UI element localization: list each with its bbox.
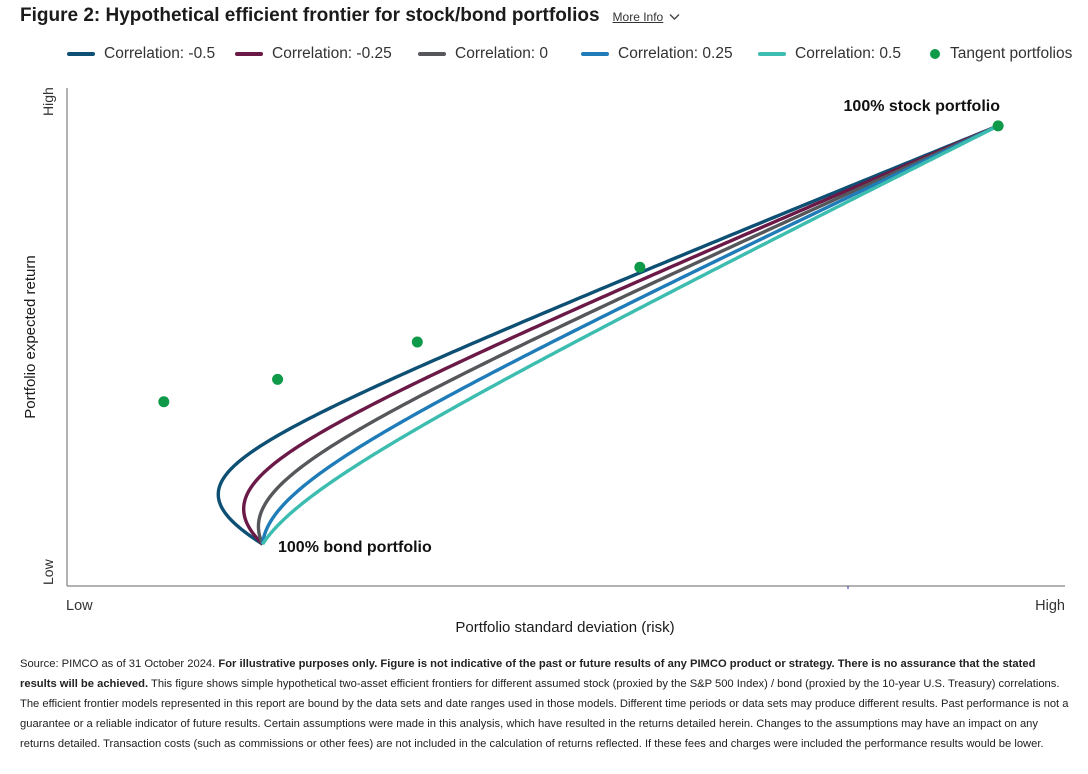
legend-swatch — [235, 52, 263, 56]
figure-header: Figure 2: Hypothetical efficient frontie… — [20, 5, 680, 27]
legend-swatch — [758, 52, 786, 56]
footnote-disclaimer: For illustrative purposes only. Figure i… — [20, 658, 1036, 690]
more-info-label: More Info — [612, 10, 664, 24]
tangent-point-3 — [634, 261, 646, 273]
legend-item-corr-0: Correlation: 0 — [418, 45, 548, 63]
tangent-points-layer — [158, 120, 1004, 408]
y-tick-label-high: High — [40, 87, 56, 116]
stock-portfolio-label: 100% stock portfolio — [844, 98, 1001, 115]
frontier-line-2 — [256, 124, 999, 545]
footnote-source: Source: PIMCO as of 31 October 2024. — [20, 658, 219, 670]
x-tick-label-low: Low — [66, 598, 93, 614]
chart-legend: Correlation: -0.5 Correlation: -0.25 Cor… — [0, 45, 1088, 69]
legend-item-corr-m025: Correlation: -0.25 — [235, 45, 392, 63]
series-layer — [216, 124, 999, 546]
bond-portfolio-label: 100% bond portfolio — [278, 539, 432, 556]
chart-svg: High Low Low High Portfolio standard dev… — [22, 87, 1065, 636]
tangent-point-0 — [158, 396, 170, 408]
frontier-line-1 — [241, 124, 999, 546]
legend-dot — [930, 49, 940, 59]
figure-title: Figure 2: Hypothetical efficient frontie… — [20, 5, 600, 26]
tangent-point-2 — [411, 336, 423, 348]
y-tick-label-low: Low — [40, 558, 56, 585]
more-info-link[interactable]: More Info — [613, 10, 681, 24]
x-tick-label-high: High — [1035, 598, 1065, 614]
legend-swatch — [581, 52, 609, 56]
legend-label: Correlation: 0.5 — [795, 45, 901, 62]
legend-item-corr-025: Correlation: 0.25 — [581, 45, 733, 63]
y-axis-label: Portfolio expected return — [22, 255, 39, 418]
x-axis-label: Portfolio standard deviation (risk) — [455, 619, 674, 636]
source-footnote: Source: PIMCO as of 31 October 2024. For… — [20, 654, 1070, 754]
tangent-point-1 — [272, 373, 284, 385]
legend-label: Correlation: 0.25 — [618, 45, 733, 62]
legend-label: Correlation: -0.5 — [104, 45, 216, 62]
legend-label: Correlation: -0.25 — [272, 45, 392, 62]
legend-label: Correlation: 0 — [455, 45, 549, 62]
footnote-body: This figure shows simple hypothetical tw… — [20, 678, 1069, 750]
legend-item-corr-05: Correlation: 0.5 — [758, 45, 901, 63]
legend-swatch — [67, 52, 95, 56]
legend-item-tangent: Tangent portfolios — [930, 45, 1072, 63]
chevron-down-icon — [669, 14, 680, 20]
frontier-line-3 — [260, 124, 999, 545]
frontier-line-4 — [261, 124, 999, 546]
legend-label: Tangent portfolios — [950, 45, 1073, 62]
frontier-line-0 — [216, 124, 999, 546]
tangent-point-4 — [992, 120, 1004, 132]
legend-swatch — [418, 52, 446, 56]
legend-item-corr-m05: Correlation: -0.5 — [67, 45, 215, 63]
